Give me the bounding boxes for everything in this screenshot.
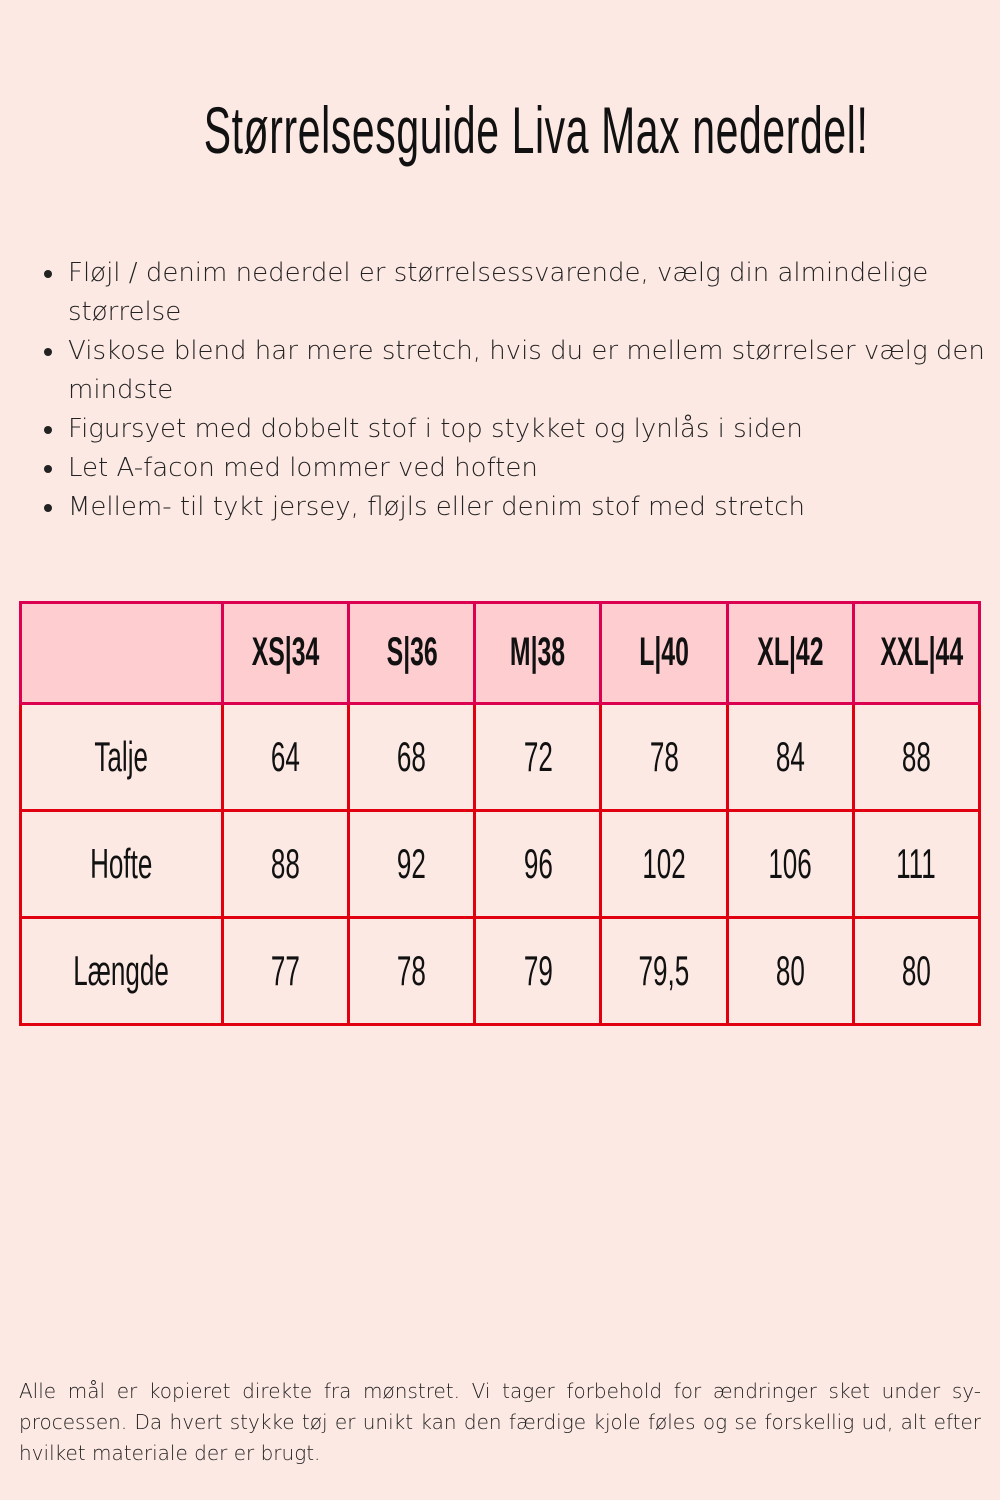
row-label: Hofte <box>19 808 224 919</box>
table-cell: 111 <box>851 808 982 919</box>
table-row: Hofte 88 92 96 102 106 111 <box>19 808 982 919</box>
header-cell: XXL|44 <box>851 601 982 705</box>
table-cell: 77 <box>220 915 351 1027</box>
table-row: Talje 64 68 72 78 84 88 <box>19 701 982 812</box>
table-cell: 78 <box>599 701 729 812</box>
list-item: Mellem- til tykt jersey, fløjls eller de… <box>66 488 1000 527</box>
header-cell: XL|42 <box>725 601 855 705</box>
table-cell: 96 <box>473 808 603 919</box>
table-cell: 72 <box>473 701 603 812</box>
table-cell: 79 <box>473 915 603 1027</box>
table-cell: 88 <box>851 701 982 812</box>
size-table: XS|34 S|36 M|38 L|40 XL|42 XXL|44 Talje … <box>19 601 982 1027</box>
table-row: Længde 77 78 79 79,5 80 80 <box>19 915 982 1027</box>
row-label: Talje <box>19 701 224 812</box>
list-item: Figursyet med dobbelt stof i top stykket… <box>66 410 1000 449</box>
table-cell: 102 <box>599 808 729 919</box>
table-cell: 68 <box>347 701 477 812</box>
header-cell: M|38 <box>473 601 603 705</box>
header-cell <box>19 601 224 705</box>
table-cell: 78 <box>347 915 477 1027</box>
list-item: Let A-facon med lommer ved hoften <box>66 449 1000 488</box>
row-label: Længde <box>19 915 224 1027</box>
table-cell: 64 <box>220 701 351 812</box>
table-header-row: XS|34 S|36 M|38 L|40 XL|42 XXL|44 <box>19 601 982 705</box>
page-title-text: Størrelsesguide Liva Max nederdel! <box>203 93 869 167</box>
table-cell: 88 <box>220 808 351 919</box>
disclaimer-text: Alle mål er kopieret direkte fra mønstre… <box>19 1379 981 1465</box>
table-cell: 80 <box>851 915 982 1027</box>
list-item: Viskose blend har mere stretch, hvis du … <box>66 332 1000 410</box>
table-cell: 92 <box>347 808 477 919</box>
table-cell: 79,5 <box>599 915 729 1027</box>
header-cell: S|36 <box>347 601 477 705</box>
header-cell: L|40 <box>599 601 729 705</box>
list-item: Fløjl / denim nederdel er størrelsessvar… <box>66 254 1000 332</box>
page-title: Størrelsesguide Liva Max nederdel! <box>0 92 1000 168</box>
table-cell: 106 <box>725 808 855 919</box>
table-cell: 84 <box>725 701 855 812</box>
feature-list: Fløjl / denim nederdel er størrelsessvar… <box>26 254 1000 527</box>
table-cell: 80 <box>725 915 855 1027</box>
header-cell: XS|34 <box>220 601 351 705</box>
